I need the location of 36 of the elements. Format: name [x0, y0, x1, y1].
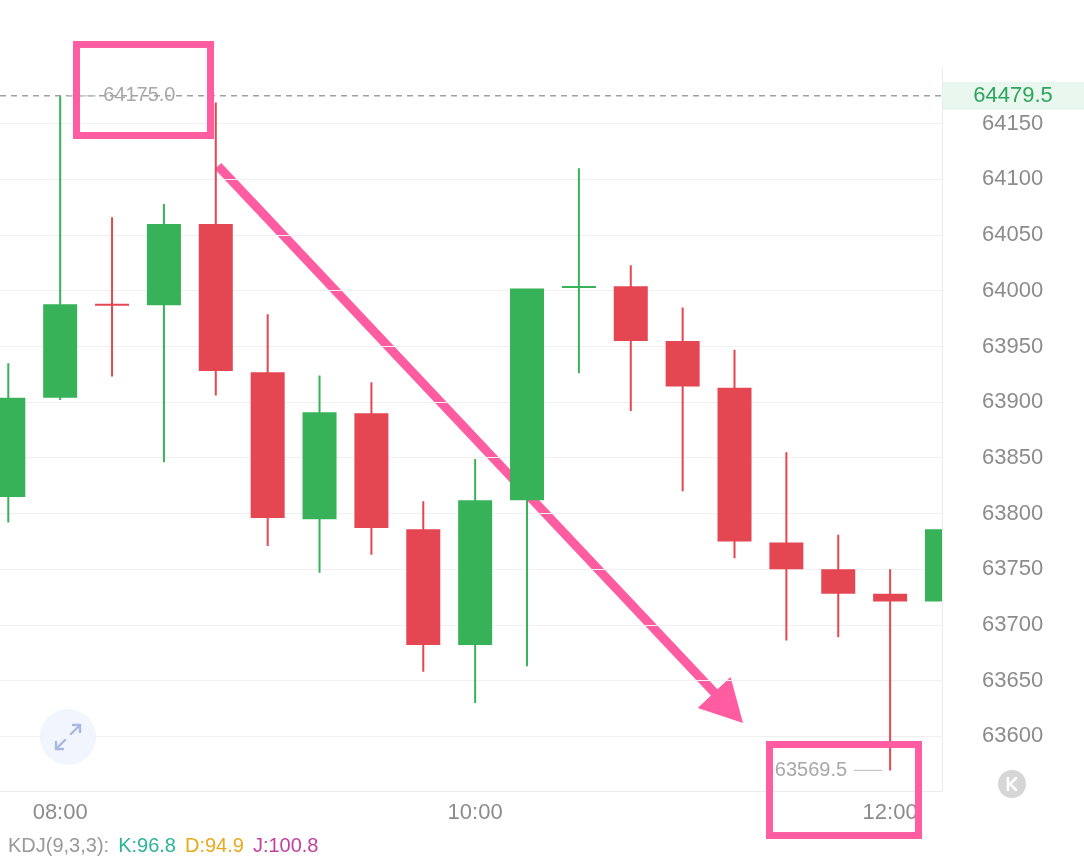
- y-tick-label: 63950: [982, 332, 1044, 358]
- candlestick: [821, 534, 856, 638]
- y-tick-label: 63850: [982, 443, 1044, 469]
- candlestick: [250, 314, 285, 546]
- candlestick: [613, 265, 648, 412]
- candlestick: [198, 102, 233, 396]
- candlestick: [146, 203, 181, 463]
- y-tick-label: 63750: [982, 555, 1044, 581]
- y-tick-label: 63600: [982, 722, 1044, 748]
- candlestick: [717, 349, 752, 559]
- x-tick-label: 08:00: [32, 799, 88, 825]
- y-tick-label: 64150: [982, 109, 1044, 135]
- y-tick-label: 63800: [982, 499, 1044, 525]
- x-tick-label: 10:00: [447, 799, 503, 825]
- candlestick: [665, 307, 700, 492]
- candlestick: [769, 452, 804, 641]
- y-tick-label: 64050: [982, 221, 1044, 247]
- candlestick: [458, 459, 493, 703]
- candlestick: [95, 217, 130, 377]
- text: KDJ(9,3,3):: [8, 833, 110, 856]
- annotation: 64175.0: [103, 83, 176, 106]
- text: D:94.9: [184, 833, 244, 856]
- y-tick-label: 64100: [982, 165, 1044, 191]
- y-tick-label: 64000: [982, 276, 1044, 302]
- candlestick: [510, 288, 545, 667]
- text: K:96.8: [118, 833, 176, 856]
- text: J:100.8: [252, 833, 319, 856]
- annotation: 63569.5: [774, 757, 848, 780]
- y-tick-label: 63650: [982, 666, 1044, 692]
- candlestick: [406, 501, 441, 672]
- candlestick: [354, 382, 389, 555]
- text: 64479.5: [973, 81, 1053, 107]
- y-tick-label: 63700: [982, 611, 1044, 637]
- y-tick-label: 63900: [982, 388, 1044, 414]
- candlestick: [561, 168, 596, 374]
- candlestick: [302, 375, 337, 573]
